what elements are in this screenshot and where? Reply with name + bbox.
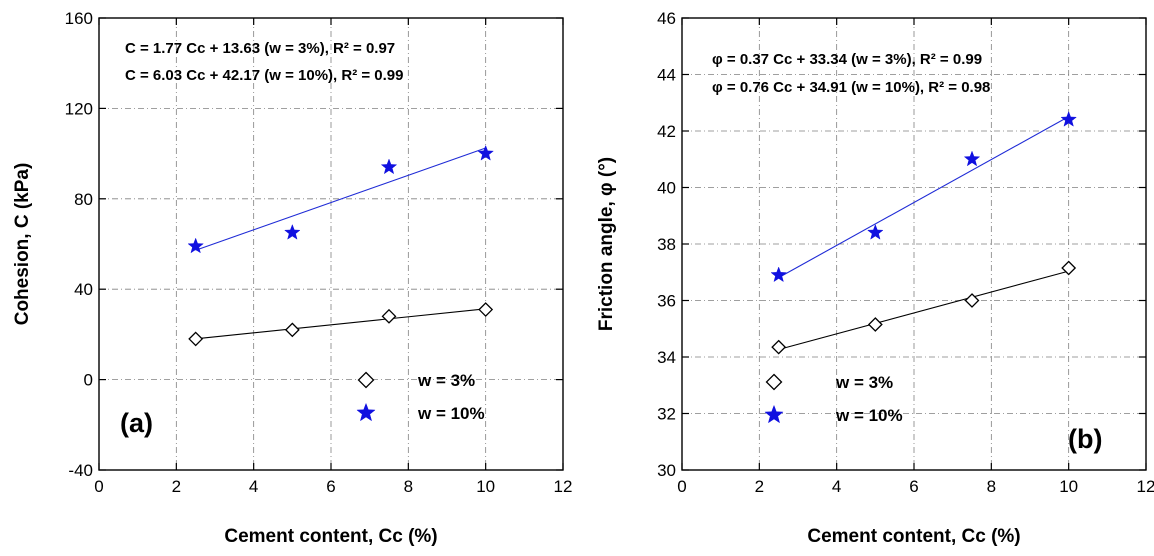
data-point (187, 237, 204, 254)
data-point (478, 302, 494, 317)
data-point (188, 331, 204, 347)
x-tick-label: 10 (1059, 477, 1078, 496)
y-tick-label: 42 (657, 122, 676, 141)
data-point (771, 339, 787, 355)
legend-label: w = 10% (835, 406, 903, 425)
legend-label: w = 10% (417, 404, 485, 423)
equation-annotation: φ = 0.37 Cc + 33.34 (w = 3%), R² = 0.99 (712, 51, 982, 68)
data-point (867, 317, 883, 332)
y-tick-label: -40 (68, 461, 93, 480)
x-tick-label: 12 (554, 477, 573, 496)
x-tick-label: 4 (832, 477, 841, 496)
y-tick-label: 0 (84, 371, 93, 390)
x-tick-label: 6 (909, 477, 918, 496)
data-point (284, 223, 301, 240)
panel-label: (a) (120, 408, 153, 438)
data-point (867, 223, 884, 240)
x-tick-label: 2 (172, 477, 181, 496)
series-w3 (188, 302, 494, 347)
equation-annotation: C = 1.77 Cc + 13.63 (w = 3%), R² = 0.97 (125, 40, 395, 57)
data-point (381, 308, 397, 324)
fit-line (195, 308, 486, 340)
x-axis-label: Cement content, Cc (%) (224, 526, 437, 547)
legend-label: w = 3% (417, 371, 475, 390)
legend-label: w = 3% (835, 373, 893, 392)
y-tick-label: 38 (657, 235, 676, 254)
y-tick-label: 30 (657, 461, 676, 480)
legend-marker (765, 373, 783, 391)
data-point (963, 150, 981, 167)
series-w10 (187, 144, 494, 254)
panel-label: (b) (1068, 424, 1102, 454)
legend-marker (357, 371, 375, 389)
x-tick-label: 12 (1137, 477, 1154, 496)
data-point (1060, 110, 1077, 127)
y-axis-label: Friction angle, φ (°) (596, 157, 617, 331)
y-tick-label: 120 (65, 99, 93, 118)
y-tick-label: 40 (74, 280, 93, 299)
legend: w = 3% w = 10% (356, 371, 485, 423)
data-point (477, 144, 494, 161)
y-tick-label: 36 (657, 292, 676, 311)
y-tick-label: 34 (657, 348, 676, 367)
y-tick-label: 46 (657, 9, 676, 28)
x-tick-label: 10 (476, 477, 495, 496)
x-tick-label: 0 (677, 477, 686, 496)
x-tick-label: 8 (987, 477, 996, 496)
y-axis-label: Cohesion, C (kPa) (12, 163, 33, 326)
fit-line (778, 116, 1069, 279)
x-tick-label: 6 (326, 477, 335, 496)
series-w3 (771, 260, 1077, 355)
x-tick-label: 0 (94, 477, 103, 496)
legend-marker (764, 404, 784, 424)
legend: w = 3% w = 10% (764, 373, 903, 425)
x-axis-label: Cement content, Cc (%) (807, 526, 1020, 547)
x-tick-label: 8 (404, 477, 413, 496)
legend-marker (356, 402, 376, 422)
equation-annotation: C = 6.03 Cc + 42.17 (w = 10%), R² = 0.99 (125, 67, 404, 84)
data-point (284, 322, 300, 338)
data-point (770, 266, 787, 283)
x-tick-label: 2 (755, 477, 764, 496)
y-tick-label: 44 (657, 66, 676, 85)
series-w10 (770, 110, 1077, 283)
y-tick-label: 32 (657, 405, 676, 424)
y-tick-label: 160 (65, 9, 93, 28)
y-tick-label: 80 (74, 190, 93, 209)
data-point (380, 158, 398, 175)
data-point (1061, 260, 1077, 276)
fit-line (195, 147, 486, 251)
x-tick-label: 4 (249, 477, 258, 496)
equation-annotation: φ = 0.76 Cc + 34.91 (w = 10%), R² = 0.98 (712, 79, 990, 96)
data-point (964, 293, 980, 308)
fit-line (778, 270, 1069, 351)
y-tick-label: 40 (657, 179, 676, 198)
